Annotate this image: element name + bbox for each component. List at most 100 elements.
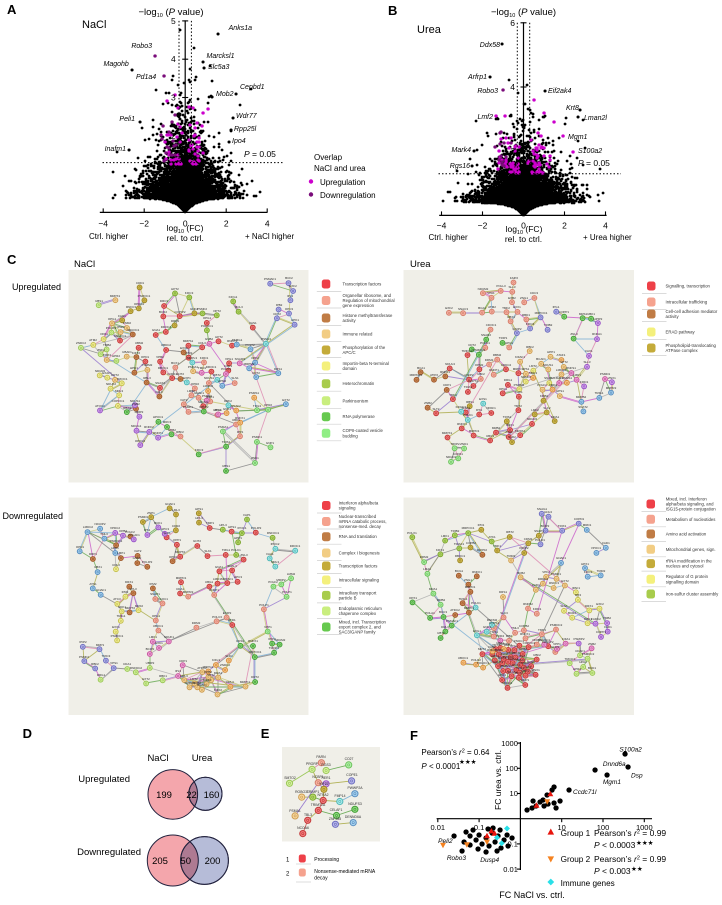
svg-text:MRPR2: MRPR2 bbox=[183, 590, 194, 594]
svg-text:CDS1: CDS1 bbox=[236, 639, 244, 643]
svg-text:OPG1: OPG1 bbox=[499, 387, 508, 391]
svg-text:KIFC3: KIFC3 bbox=[195, 448, 204, 452]
svg-text:Krt8: Krt8 bbox=[566, 105, 579, 112]
svg-text:NDUM2: NDUM2 bbox=[275, 638, 286, 642]
svg-text:S100a2: S100a2 bbox=[578, 148, 602, 155]
svg-text:BCR2: BCR2 bbox=[159, 310, 167, 314]
svg-text:−4: −4 bbox=[437, 220, 447, 230]
svg-text:FAA1: FAA1 bbox=[266, 552, 274, 556]
svg-text:FC NaCl vs. ctrl.: FC NaCl vs. ctrl. bbox=[499, 890, 565, 900]
svg-text:Processing: Processing bbox=[314, 857, 339, 863]
svg-text:IPT2: IPT2 bbox=[575, 593, 582, 597]
svg-text:MRF2: MRF2 bbox=[135, 604, 143, 608]
svg-text:BCAF1: BCAF1 bbox=[197, 683, 207, 687]
svg-text:RNFX1: RNFX1 bbox=[248, 639, 258, 643]
svg-text:ZNF285: ZNF285 bbox=[329, 817, 341, 821]
svg-text:GNX1: GNX1 bbox=[223, 407, 232, 411]
svg-text:FAD1: FAD1 bbox=[604, 625, 612, 629]
svg-text:EXF2: EXF2 bbox=[596, 602, 604, 606]
svg-text:COPS1: COPS1 bbox=[489, 621, 500, 625]
svg-text:chaperone complex: chaperone complex bbox=[339, 611, 377, 616]
svg-text:POLK1: POLK1 bbox=[463, 413, 473, 417]
svg-text:+ NaCl higher: + NaCl higher bbox=[245, 232, 294, 241]
svg-text:OPA1: OPA1 bbox=[507, 651, 515, 655]
svg-text:MRA1: MRA1 bbox=[429, 587, 438, 591]
svg-text:EXX1: EXX1 bbox=[112, 625, 120, 629]
svg-text:P < 0.0003: P < 0.0003 bbox=[594, 840, 636, 850]
svg-text:RBIP2: RBIP2 bbox=[135, 410, 144, 414]
svg-text:SLT2: SLT2 bbox=[433, 407, 440, 411]
svg-text:OPL3: OPL3 bbox=[516, 658, 524, 662]
svg-text:HPL3: HPL3 bbox=[180, 674, 188, 678]
svg-text:HPS1: HPS1 bbox=[195, 507, 203, 511]
svg-text:COPB2: COPB2 bbox=[466, 541, 477, 545]
svg-text:FAX1: FAX1 bbox=[515, 390, 523, 394]
svg-text:RNFK1: RNFK1 bbox=[440, 370, 450, 374]
svg-text:5: 5 bbox=[171, 16, 176, 26]
svg-text:LMA1: LMA1 bbox=[423, 567, 431, 571]
svg-text:Intracellular trafficking: Intracellular trafficking bbox=[666, 300, 708, 305]
svg-text:200: 200 bbox=[205, 856, 221, 867]
svg-text:0.1: 0.1 bbox=[474, 823, 484, 832]
svg-text:PWWP2A: PWWP2A bbox=[347, 786, 363, 790]
svg-text:PARN: PARN bbox=[316, 755, 326, 759]
svg-text:TRIOC1: TRIOC1 bbox=[502, 655, 513, 659]
svg-text:P = 0.05: P = 0.05 bbox=[244, 149, 276, 159]
svg-text:Robo3: Robo3 bbox=[477, 88, 498, 95]
svg-text:MRPT2: MRPT2 bbox=[125, 606, 135, 610]
svg-text:OPB2: OPB2 bbox=[204, 670, 212, 674]
svg-text:MRA1: MRA1 bbox=[214, 671, 223, 675]
svg-text:UBAF1: UBAF1 bbox=[122, 350, 132, 354]
svg-text:LMB2: LMB2 bbox=[187, 389, 195, 393]
svg-text:MRPOC1: MRPOC1 bbox=[535, 311, 548, 315]
svg-text:TRIOC1: TRIOC1 bbox=[116, 377, 127, 381]
svg-text:EXG1: EXG1 bbox=[473, 629, 481, 633]
svg-text:RBA1: RBA1 bbox=[123, 406, 131, 410]
svg-text:RNFA1: RNFA1 bbox=[487, 648, 497, 652]
svg-text:Cell-cell adhesion mediator: Cell-cell adhesion mediator bbox=[666, 309, 718, 314]
svg-text:GNAF1: GNAF1 bbox=[165, 502, 175, 506]
svg-text:VPG1: VPG1 bbox=[225, 357, 233, 361]
svg-text:UBOC1: UBOC1 bbox=[153, 624, 164, 628]
svg-text:BCR2: BCR2 bbox=[568, 611, 576, 615]
svg-text:CDT2: CDT2 bbox=[252, 371, 260, 375]
svg-text:Cepbd1: Cepbd1 bbox=[240, 84, 265, 91]
svg-text:CDAF1: CDAF1 bbox=[575, 649, 585, 653]
svg-text:ATS1: ATS1 bbox=[89, 582, 97, 586]
svg-text:HPB2: HPB2 bbox=[168, 428, 176, 432]
svg-text:EXP1: EXP1 bbox=[183, 376, 191, 380]
svg-text:TMK1: TMK1 bbox=[549, 383, 557, 387]
svg-text:Dusp4: Dusp4 bbox=[480, 857, 499, 864]
svg-text:C: C bbox=[7, 252, 17, 267]
svg-text:MRIP2: MRIP2 bbox=[199, 405, 209, 409]
svg-text:CDL3: CDL3 bbox=[198, 341, 206, 345]
svg-text:RNFM2: RNFM2 bbox=[487, 618, 498, 622]
svg-text:POLK1: POLK1 bbox=[471, 601, 481, 605]
svg-text:★★: ★★ bbox=[631, 865, 643, 873]
svg-text:GNB2: GNB2 bbox=[205, 337, 214, 341]
svg-text:MRPL3: MRPL3 bbox=[187, 356, 197, 360]
svg-text:DROC1: DROC1 bbox=[206, 365, 217, 369]
svg-text:OPR2: OPR2 bbox=[264, 403, 273, 407]
svg-text:TRIL3: TRIL3 bbox=[253, 404, 262, 408]
svg-text:−log10 (P value): −log10 (P value) bbox=[138, 7, 203, 19]
svg-text:POLOC1: POLOC1 bbox=[477, 661, 490, 665]
svg-text:NDUOC1: NDUOC1 bbox=[127, 328, 140, 332]
svg-text:RBOC1: RBOC1 bbox=[455, 554, 466, 558]
svg-text:LML3: LML3 bbox=[172, 508, 180, 512]
svg-text:CDA1: CDA1 bbox=[176, 587, 184, 591]
svg-text:Mgm1: Mgm1 bbox=[603, 779, 621, 786]
svg-text:ATM2: ATM2 bbox=[488, 305, 496, 309]
svg-text:MRPX1: MRPX1 bbox=[442, 431, 453, 435]
svg-text:VPT2: VPT2 bbox=[560, 360, 568, 364]
svg-text:GNM2: GNM2 bbox=[133, 556, 142, 560]
svg-text:Magohb: Magohb bbox=[104, 61, 129, 68]
svg-text:MRL3: MRL3 bbox=[115, 389, 123, 393]
svg-text:MRPT2: MRPT2 bbox=[175, 550, 185, 554]
svg-text:Mixed, incl. Transcription: Mixed, incl. Transcription bbox=[339, 619, 387, 624]
svg-text:OPR2: OPR2 bbox=[191, 382, 200, 386]
svg-text:NaCl: NaCl bbox=[82, 19, 106, 31]
svg-text:DRX1: DRX1 bbox=[125, 580, 133, 584]
svg-text:DRK1: DRK1 bbox=[584, 617, 592, 621]
svg-text:E: E bbox=[261, 726, 270, 741]
